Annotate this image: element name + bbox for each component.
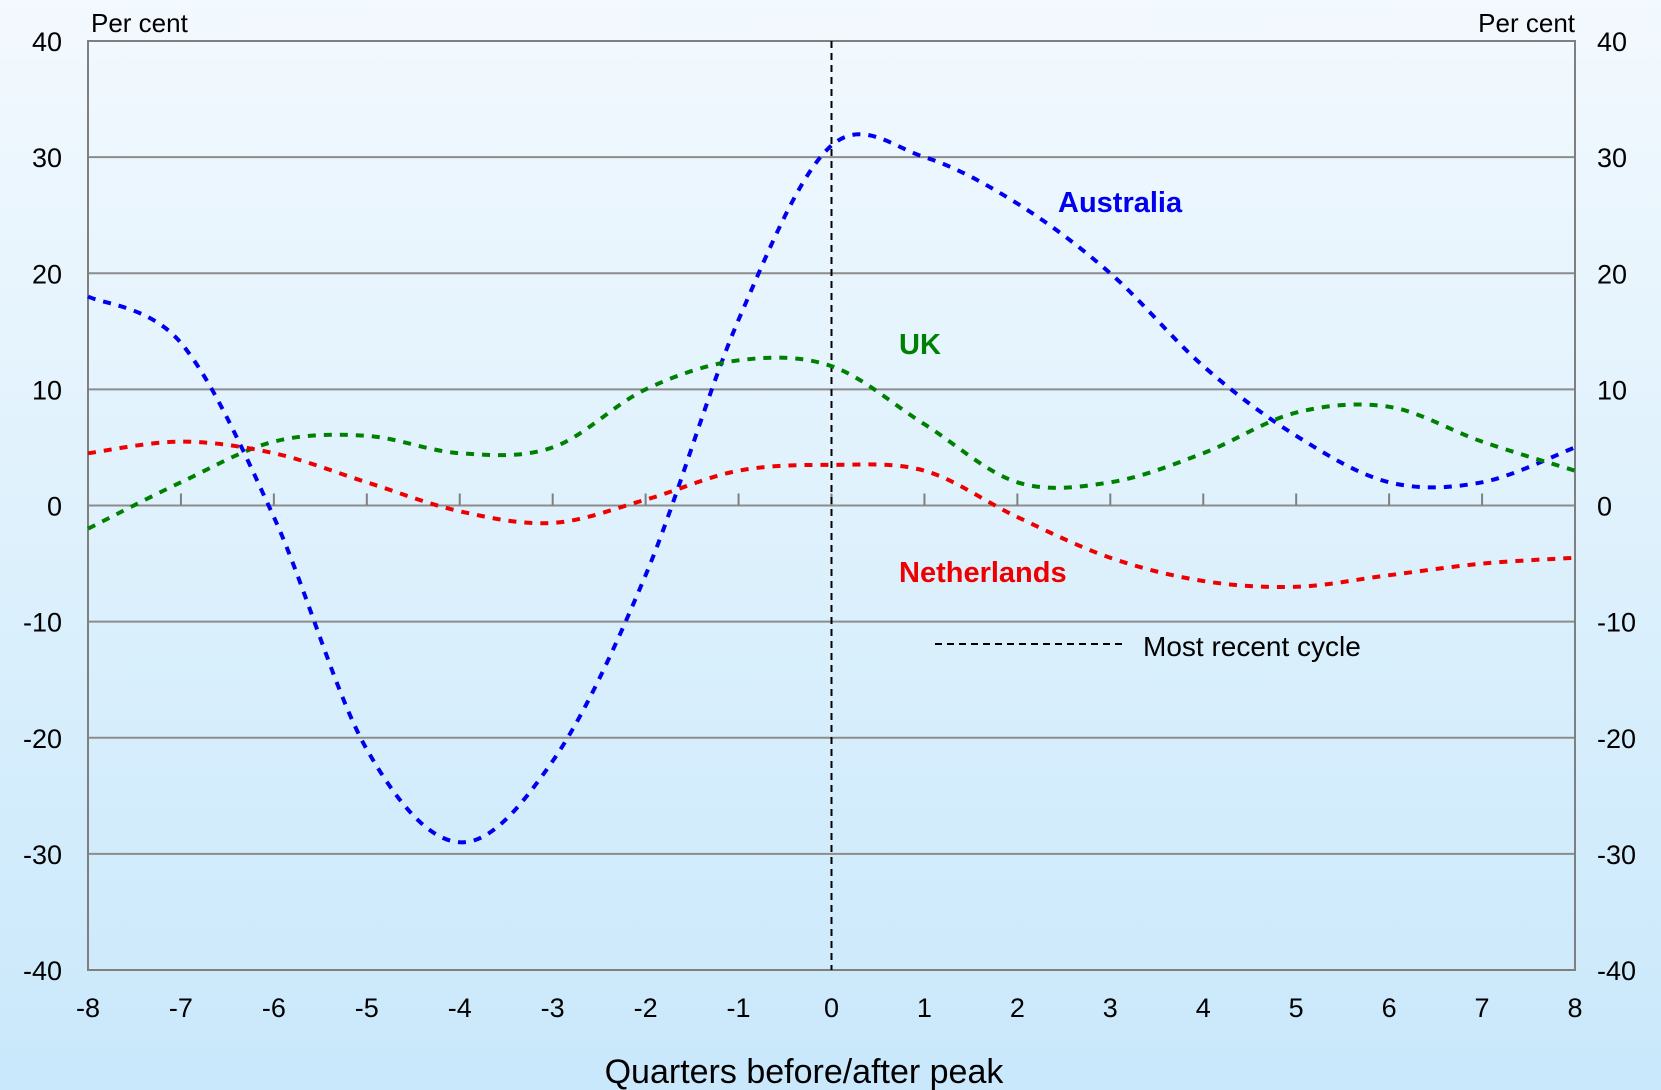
x-axis-title: Quarters before/after peak — [605, 1053, 1005, 1090]
y-tick-label-left: 0 — [47, 492, 62, 522]
y-tick-label-left: -20 — [23, 724, 62, 754]
x-tick-label: 7 — [1475, 993, 1490, 1023]
y-axis-right: 40 30 20 10 0 -10 -20 -30 -40 — [1597, 27, 1636, 986]
series-label-uk: UK — [899, 329, 941, 361]
x-tick-label: -3 — [541, 993, 565, 1023]
x-tick-label: 2 — [1010, 993, 1025, 1023]
series-line-netherlands — [87, 439, 1576, 590]
x-tick-label: -4 — [448, 993, 472, 1023]
x-tick-label: -2 — [634, 993, 658, 1023]
series-label-netherlands: Netherlands — [899, 557, 1067, 589]
y-tick-label-right: 20 — [1597, 259, 1627, 289]
x-tick-label: -8 — [76, 993, 100, 1023]
series-line-australia — [87, 132, 1576, 845]
x-tick-label: 6 — [1382, 993, 1397, 1023]
x-tick-label: 3 — [1103, 993, 1118, 1023]
y-tick-label-right: -30 — [1597, 840, 1636, 870]
series-label-australia: Australia — [1058, 187, 1183, 219]
x-tick-label: -5 — [355, 993, 379, 1023]
y-axis-left: 40 30 20 10 0 -10 -20 -30 -40 — [23, 27, 62, 986]
x-tick-label: 0 — [824, 993, 839, 1023]
left-unit-label: Per cent — [91, 8, 189, 38]
right-unit-label: Per cent — [1478, 8, 1576, 38]
series-lines — [87, 132, 1576, 845]
y-tick-label-right: -20 — [1597, 724, 1636, 754]
x-tick-label: 1 — [917, 993, 932, 1023]
y-tick-label-left: -30 — [23, 840, 62, 870]
y-tick-label-left: 20 — [32, 259, 62, 289]
y-tick-label-right: -40 — [1597, 956, 1636, 986]
x-tick-label: 8 — [1567, 993, 1582, 1023]
y-tick-label-left: -40 — [23, 956, 62, 986]
x-tick-label: 4 — [1196, 993, 1211, 1023]
legend-label: Most recent cycle — [1143, 631, 1361, 662]
y-tick-label-left: 10 — [32, 375, 62, 405]
x-tick-label: -7 — [169, 993, 193, 1023]
x-tick-label: -1 — [727, 993, 751, 1023]
series-line-uk — [87, 355, 1576, 531]
y-tick-label-right: 40 — [1597, 27, 1627, 57]
x-tick-label: -6 — [262, 993, 286, 1023]
x-tick-label: 5 — [1289, 993, 1304, 1023]
x-axis: -8 -7 -6 -5 -4 -3 -2 -1 0 1 2 3 4 5 6 7 8 — [76, 493, 1583, 1023]
y-tick-label-left: 40 — [32, 27, 62, 57]
y-tick-label-left: -10 — [23, 608, 62, 638]
y-tick-label-right: 30 — [1597, 143, 1627, 173]
y-tick-label-right: -10 — [1597, 608, 1636, 638]
y-tick-label-left: 30 — [32, 143, 62, 173]
y-tick-label-right: 0 — [1597, 492, 1612, 522]
y-tick-label-right: 10 — [1597, 375, 1627, 405]
